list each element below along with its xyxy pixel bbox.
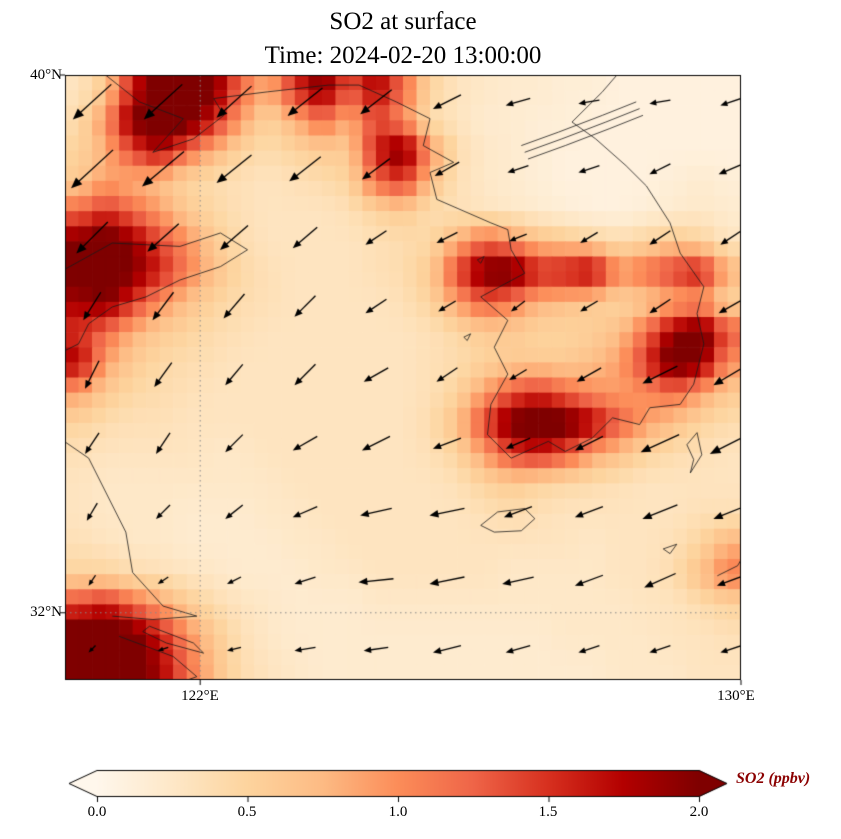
colorbar-canvas — [0, 745, 841, 815]
ytick-40n: 40°N — [30, 67, 62, 83]
xtick-130e: 130°E — [717, 688, 755, 704]
colorbar-tick-0: 0.0 — [87, 804, 107, 820]
xtick-122e: 122°E — [181, 688, 219, 704]
colorbar-tick-3: 1.5 — [538, 804, 558, 820]
colorbar-tick-4: 2.0 — [689, 804, 709, 820]
colorbar-tick-1: 0.5 — [237, 804, 257, 820]
ytick-32n: 32°N — [30, 604, 62, 620]
chart-title: SO2 at surface — [329, 8, 477, 35]
chart-subtitle: Time: 2024-02-20 13:00:00 — [264, 42, 542, 69]
map-canvas — [0, 0, 841, 720]
colorbar-label: SO2 (ppbv) — [736, 770, 811, 787]
colorbar-tick-2: 1.0 — [388, 804, 408, 820]
